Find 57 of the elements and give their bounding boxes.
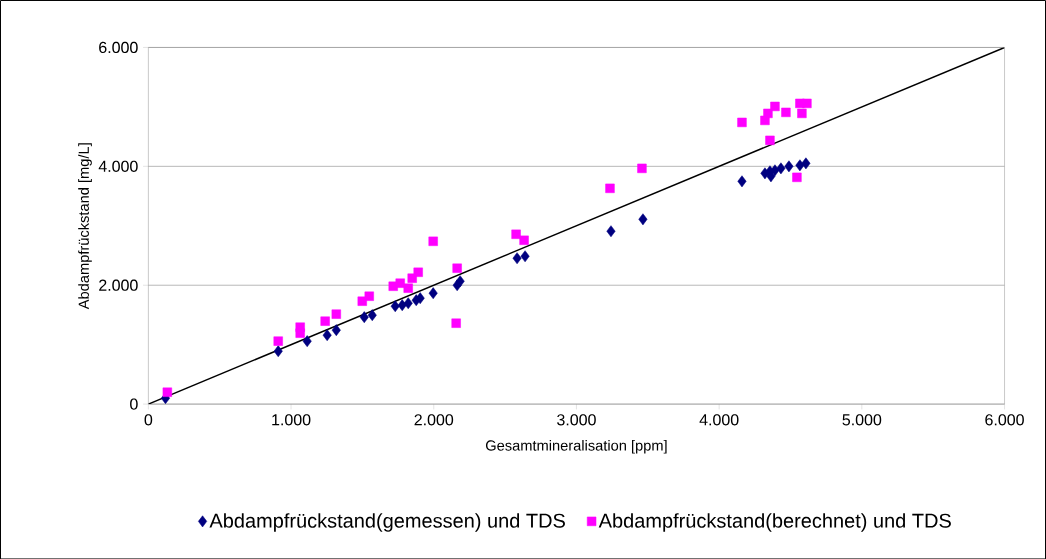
point [162, 387, 173, 397]
point [364, 291, 374, 301]
point [606, 225, 616, 237]
point [801, 157, 811, 170]
point [802, 98, 812, 108]
point [605, 183, 615, 193]
point [451, 318, 461, 328]
y-tick-label: 2.000 [99, 279, 138, 291]
point [413, 267, 423, 277]
point [792, 172, 802, 182]
point [520, 250, 530, 262]
point [295, 328, 305, 338]
y-tick-label: 6.000 [99, 41, 138, 53]
point [637, 163, 647, 173]
point [512, 252, 522, 264]
point [320, 316, 330, 326]
point [331, 309, 341, 319]
legend-label: Abdampfrückstand(gemessen) und TDS [209, 512, 565, 532]
legend-label: Abdampfrückstand(berechnet) und TDS [598, 512, 951, 532]
point [302, 335, 312, 347]
x-tick-label: 1.000 [272, 413, 311, 426]
y-tick-label: 0 [130, 398, 138, 410]
point [765, 135, 775, 145]
x-tick-label: 5.000 [842, 413, 882, 426]
point [452, 263, 462, 273]
point [763, 108, 773, 118]
point [367, 309, 377, 321]
x-tick-label: 4.000 [699, 413, 739, 426]
point [359, 311, 369, 323]
point [770, 101, 780, 111]
point [273, 345, 283, 357]
point [784, 160, 794, 172]
point [638, 213, 648, 225]
point [519, 235, 529, 245]
x-tick-label: 6.000 [985, 413, 1024, 426]
point [331, 324, 341, 336]
x-tick-label: 2.000 [414, 413, 454, 426]
x-tick-label: 0 [144, 413, 153, 426]
y-tick-label: 4.000 [98, 160, 138, 172]
point [737, 117, 747, 127]
point [797, 108, 807, 118]
point [770, 164, 780, 176]
point [511, 229, 521, 239]
point [395, 278, 405, 288]
point [403, 283, 413, 293]
point [776, 162, 786, 175]
point [455, 275, 465, 287]
x-axis-title: Gesamtmineralisation [ppm] [485, 439, 667, 454]
point [403, 297, 413, 309]
point [737, 175, 747, 187]
point [428, 287, 438, 299]
point [322, 329, 332, 341]
point [781, 107, 791, 117]
x-tick-label: 3.000 [557, 413, 596, 426]
point [428, 236, 438, 246]
point [273, 336, 283, 346]
y-axis-title: Abdampfrückstand [mg/L] [78, 143, 92, 310]
